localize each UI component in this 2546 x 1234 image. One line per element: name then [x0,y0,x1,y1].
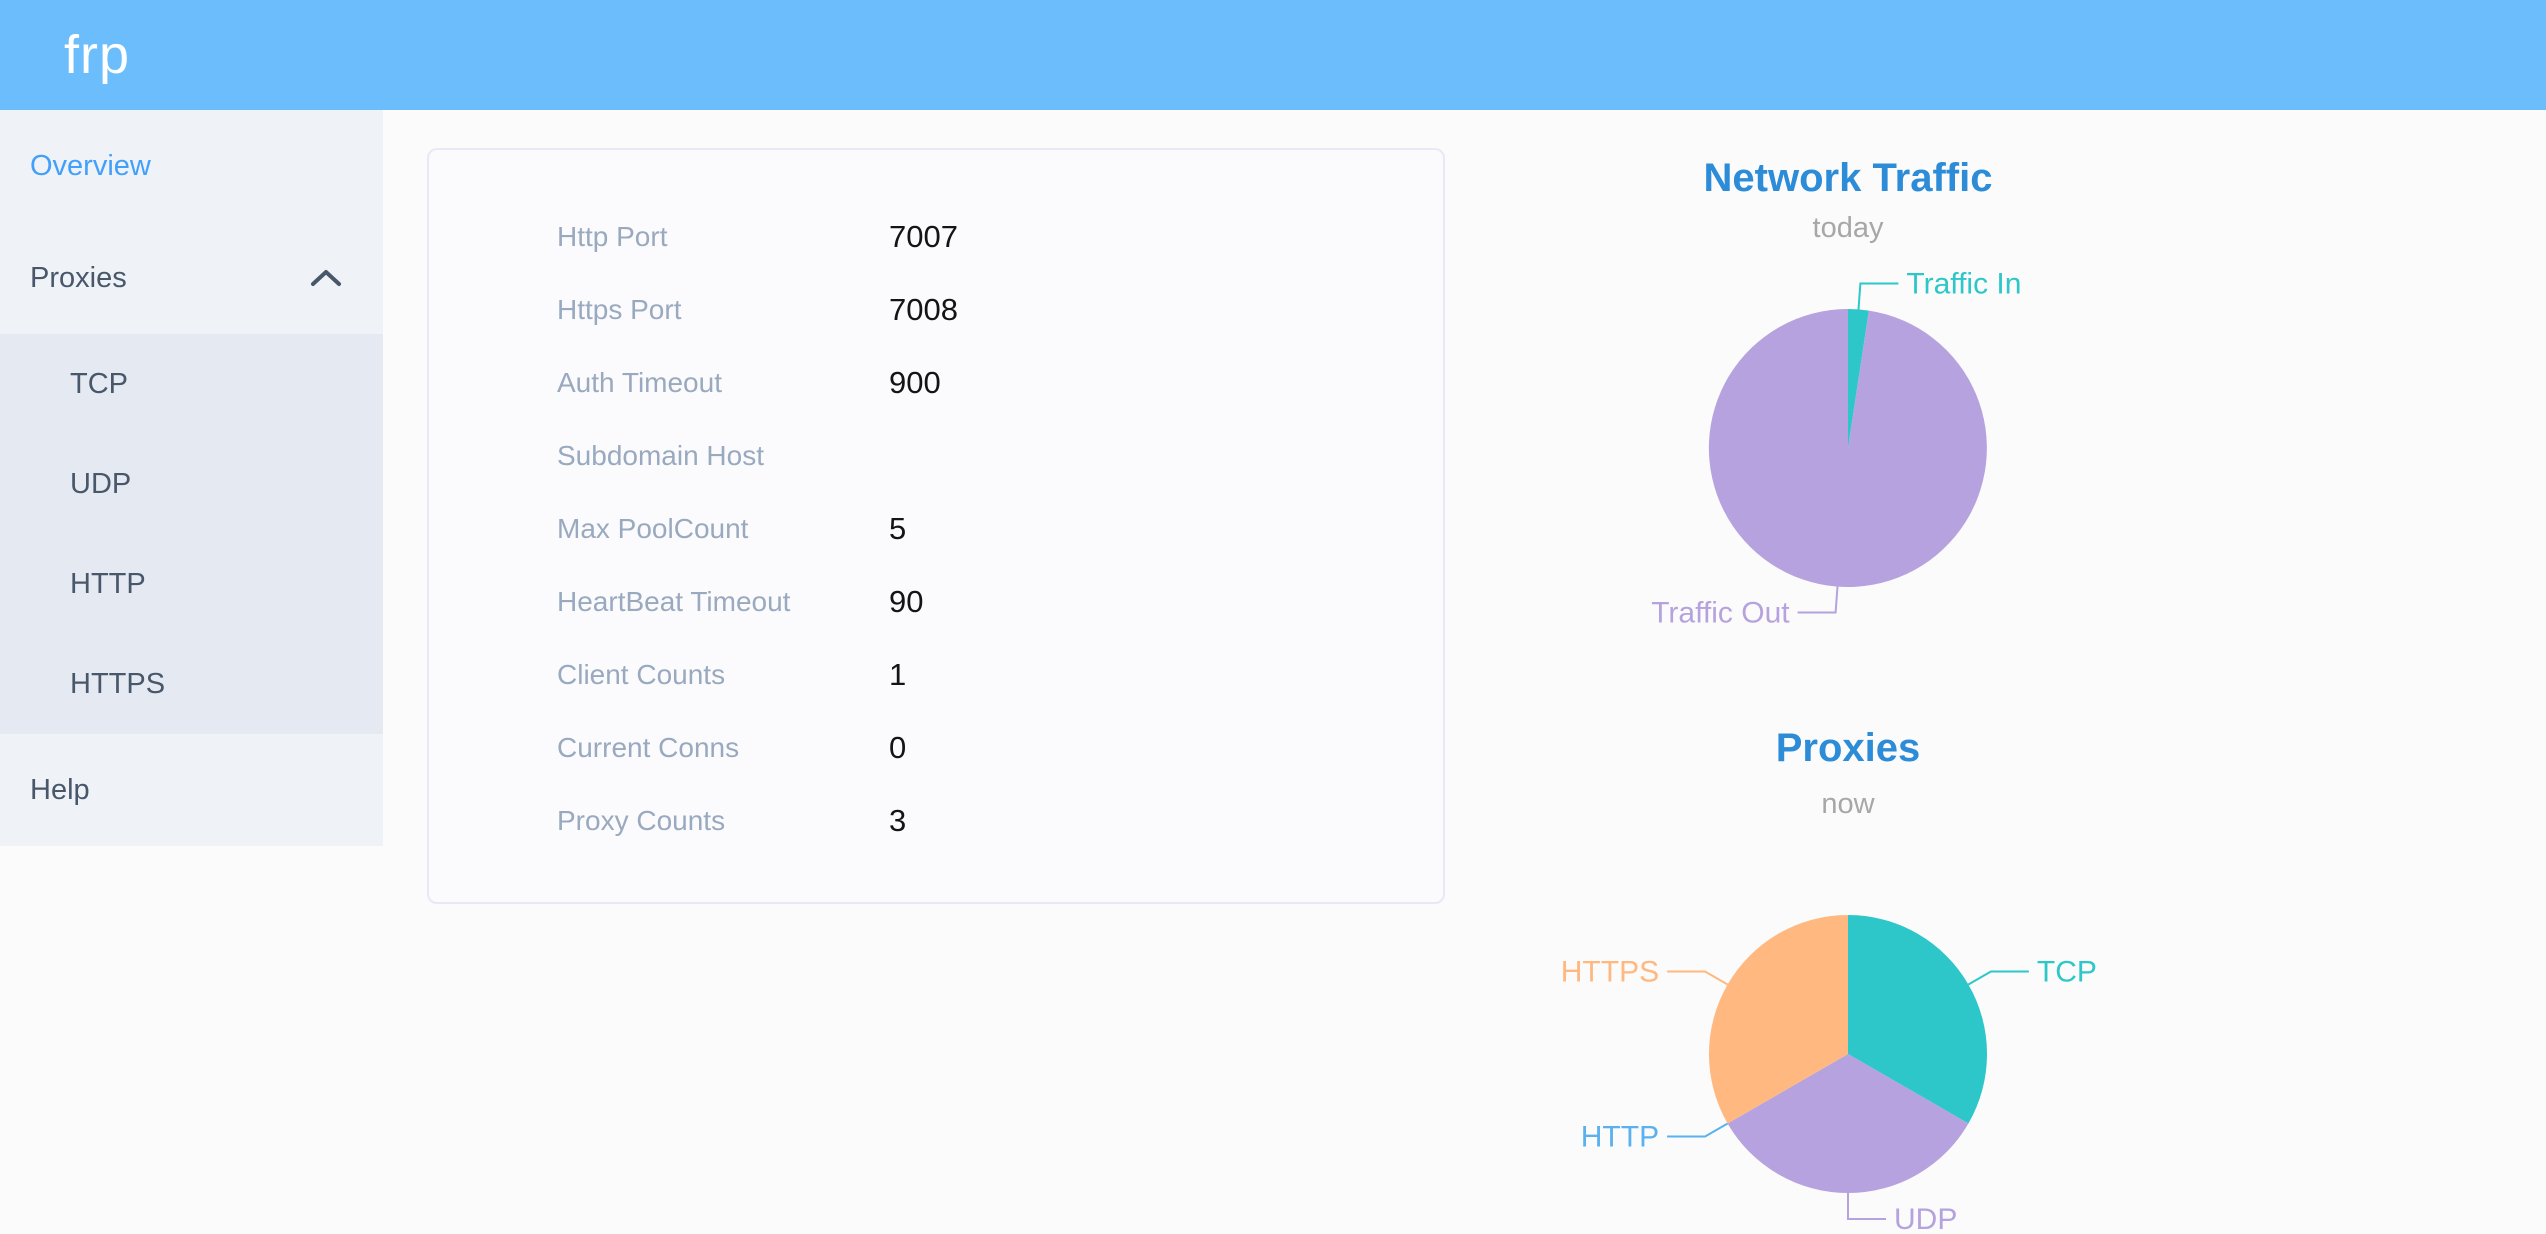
pie-label-udp: UDP [1894,1203,1957,1234]
pie-label-tcp: TCP [2037,956,2097,989]
sidebar-item-overview[interactable]: Overview [0,110,383,222]
field-value: 90 [889,583,924,619]
field-label: HeartBeat Timeout [557,585,791,617]
network-traffic-pie-chart: Traffic In Traffic Out [1651,268,2021,630]
sidebar-item-https[interactable]: HTTPS [0,634,383,734]
pie-slice-https[interactable] [1708,915,1848,1124]
field-value: 7008 [889,291,958,327]
sidebar-item-udp[interactable]: UDP [0,434,383,534]
network-traffic-chart-title: Network Traffic [1703,156,1993,200]
table-row: Client Counts 1 [557,638,1443,711]
sidebar-item-label: Proxies [30,261,127,294]
sidebar-item-label: TCP [70,367,128,400]
table-row: Max PoolCount 5 [557,492,1443,565]
sidebar-item-help[interactable]: Help [0,734,383,846]
proxies-submenu: TCP UDP HTTP HTTPS [0,334,383,734]
pie-label-traffic-in: Traffic In [1906,268,2021,301]
pie-slice-udp[interactable] [1727,1054,1969,1194]
sidebar-item-label: UDP [70,467,132,500]
table-row: Http Port 7007 [557,200,1443,273]
proxies-pie-chart: TCP UDP HTTP HTTPS [1561,915,2097,1234]
table-row: HeartBeat Timeout 90 [557,565,1443,638]
sidebar-item-label: Overview [30,149,151,182]
field-value: 0 [889,729,907,765]
pie-label-traffic-out: Traffic Out [1651,597,1790,630]
field-value: 900 [889,364,941,400]
field-value: 5 [889,510,907,546]
sidebar-item-tcp[interactable]: TCP [0,334,383,434]
pie-label-line-tcp [1967,970,2029,986]
pie-label-line-http [1667,1122,1729,1138]
pie-label-line-udp [1847,1193,1886,1220]
sidebar: Overview Proxies TCP UDP HTTP HTTPS Help [0,110,383,846]
field-value: 1 [889,656,907,692]
field-label: Http Port [557,220,668,252]
field-value: 7007 [889,218,958,254]
app-header: frp [0,0,2546,110]
field-label: Auth Timeout [557,366,722,398]
sidebar-item-label: Help [30,773,90,806]
table-row: Auth Timeout 900 [557,346,1443,419]
field-value: 3 [889,802,907,838]
pie-label-line-traffic-out [1797,586,1839,614]
proxies-chart-subtitle: now [1821,788,1875,820]
sidebar-item-http[interactable]: HTTP [0,534,383,634]
field-label: Current Conns [557,731,740,763]
field-label: Max PoolCount [557,512,749,544]
server-info-card: Http Port 7007 Https Port 7008 Auth Time… [427,148,1445,904]
pie-slice-traffic-in[interactable] [1848,309,1869,448]
chevron-up-icon[interactable] [309,266,343,290]
table-row: Proxy Counts 3 [557,784,1443,857]
proxies-chart-title: Proxies [1775,726,1921,770]
pie-label-line-traffic-in [1857,282,1899,310]
table-row: Subdomain Host [557,419,1443,492]
field-label: Https Port [557,293,682,325]
pie-slice-tcp[interactable] [1848,915,1988,1124]
app-logo: frp [64,25,131,85]
pie-label-http: HTTP [1581,1121,1659,1154]
field-label: Client Counts [557,658,726,690]
network-traffic-chart-subtitle: today [1812,212,1884,244]
sidebar-item-proxies[interactable]: Proxies [0,222,383,334]
sidebar-item-label: HTTPS [70,667,166,700]
sidebar-item-label: HTTP [70,567,146,600]
pie-label-line-https [1667,970,1729,986]
field-label: Proxy Counts [557,804,726,836]
pie-slice-traffic-out[interactable] [1708,308,1987,587]
table-row: Current Conns 0 [557,711,1443,784]
table-row: Https Port 7008 [557,273,1443,346]
field-label: Subdomain Host [557,439,765,471]
pie-label-https: HTTPS [1561,956,1659,989]
